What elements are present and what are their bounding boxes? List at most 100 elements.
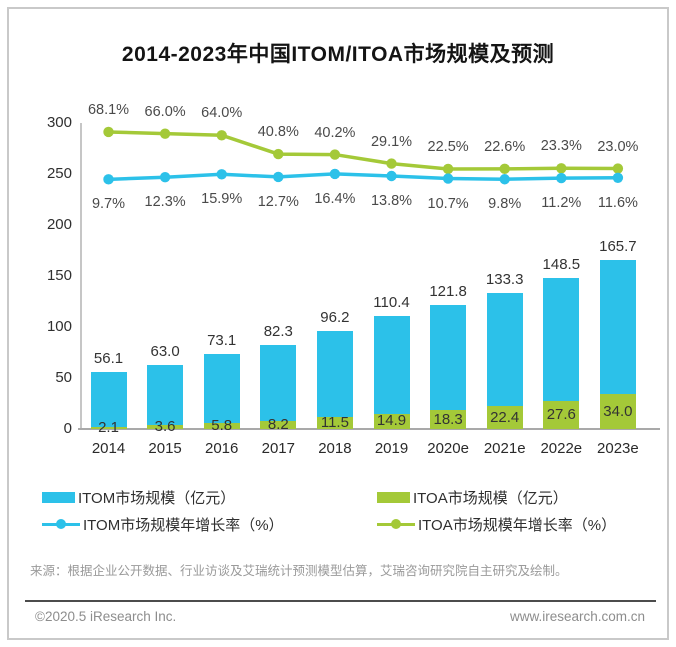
legend-item-itom-line: ITOM市场规模年增长率（%）	[42, 514, 284, 534]
bar-itoa-2017	[260, 420, 297, 429]
x-axis-label-2018: 2018	[318, 440, 352, 457]
x-axis-label-2021e: 2021e	[483, 440, 526, 457]
line-value-itom: 12.3%	[144, 194, 186, 211]
bar-itom-2017	[260, 345, 297, 429]
line-point	[442, 173, 454, 184]
line-value-itoa: 22.5%	[427, 138, 469, 155]
line-value-itom: 15.9%	[201, 191, 243, 208]
y-axis-tick: 200	[46, 216, 72, 233]
x-axis-label-2015: 2015	[148, 440, 182, 457]
bar-value-itoa: 34.0	[603, 402, 633, 420]
copyright-text: ©2020.5 iResearch Inc.	[35, 609, 177, 624]
y-axis-line	[80, 123, 82, 429]
line-point	[273, 148, 284, 160]
line-point	[499, 174, 510, 185]
legend-label: ITOM市场规模（亿元）	[78, 489, 236, 507]
bar-value-itom: 121.8	[429, 282, 467, 300]
bar-value-itom: 133.3	[485, 271, 524, 289]
line-point	[612, 163, 624, 174]
bar-value-itoa: 27.6	[546, 405, 576, 423]
line-value-itoa: 64.0%	[201, 105, 243, 122]
bar-value-itom: 73.1	[207, 332, 237, 350]
line-value-itoa: 66.0%	[144, 103, 186, 120]
legend-item-itoa-line: ITOA市场规模年增长率（%）	[377, 514, 616, 534]
bar-itom-2015	[147, 364, 184, 429]
line-point	[556, 163, 567, 174]
legend-label: ITOA市场规模（亿元）	[413, 489, 568, 507]
bar-itoa-2016	[203, 423, 240, 429]
line-point	[103, 174, 114, 185]
line-point	[216, 169, 227, 180]
x-axis-label-2020e: 2020e	[427, 440, 469, 457]
line-point	[159, 172, 171, 183]
bar-itom-2018	[316, 330, 353, 429]
y-axis-tick: 100	[46, 318, 72, 335]
legend-item-itom-bar: ITOM市场规模（亿元）	[42, 487, 235, 507]
footer-divider	[25, 600, 656, 602]
x-axis-label-2017: 2017	[261, 440, 295, 457]
line-point	[159, 128, 171, 139]
bar-value-itom: 82.3	[263, 323, 293, 341]
line-point	[103, 126, 114, 138]
bar-itoa-2019	[373, 413, 410, 429]
line-value-itoa: 23.0%	[597, 138, 639, 155]
bar-value-itoa: 5.8	[211, 417, 233, 435]
bar-itoa-2022e	[543, 400, 580, 429]
line-value-itoa: 40.2%	[314, 124, 356, 141]
line-value-itom: 12.7%	[257, 193, 299, 210]
line-point	[499, 163, 510, 175]
bar-value-itoa: 18.3	[433, 410, 463, 428]
chart-area: 0 50 100 150 200 250 300 56.1 2.1 2014 68.1% 9.7% 63…	[46, 101, 660, 457]
y-axis-tick: 250	[46, 165, 72, 182]
line-point	[612, 172, 624, 183]
x-axis-label-2022e: 2022e	[540, 440, 583, 457]
bar-value-itom: 96.2	[320, 308, 350, 326]
itom-line-swatch	[42, 518, 80, 530]
line-value-itom: 11.6%	[597, 194, 638, 211]
legend-item-itoa-bar: ITOA市场规模（亿元）	[377, 487, 568, 507]
bar-itoa-2020e	[430, 410, 467, 429]
y-axis-tick: 300	[46, 114, 72, 131]
bar-itoa-2018	[316, 417, 353, 429]
line-point	[329, 168, 341, 180]
legend-label: ITOM市场规模年增长率（%）	[83, 516, 284, 534]
line-point	[556, 172, 567, 184]
website-link[interactable]: www.iresearch.com.cn	[509, 609, 645, 624]
line-value-itoa: 22.6%	[484, 138, 526, 155]
bar-itom-2019	[373, 316, 410, 429]
line-point	[216, 130, 227, 141]
bar-value-itoa: 2.1	[98, 418, 119, 436]
x-axis-line	[78, 428, 660, 430]
bar-value-itoa: 3.6	[154, 418, 176, 436]
bar-itom-2016	[203, 354, 240, 429]
bar-value-itoa: 14.9	[376, 412, 407, 430]
bar-itoa-2021e	[486, 406, 523, 429]
line-value-itom: 13.8%	[370, 193, 413, 209]
bar-value-itom: 165.7	[599, 237, 637, 255]
itoa-bar-swatch	[377, 491, 410, 503]
itoa-line-swatch	[377, 518, 415, 530]
bar-itoa-2015	[147, 425, 184, 429]
itom-growth-line	[108, 172, 618, 182]
bar-value-itoa: 8.2	[267, 415, 289, 433]
bar-value-itoa: 22.4	[490, 408, 520, 426]
x-axis-label-2023e: 2023e	[597, 440, 639, 457]
itom-bar-swatch	[42, 491, 75, 503]
line-value-itoa: 68.1%	[87, 101, 130, 118]
bar-value-itom: 110.4	[373, 294, 410, 312]
bar-value-itom: 63.0	[150, 342, 180, 360]
legend-label: ITOA市场规模年增长率（%）	[418, 516, 617, 534]
bar-value-itom: 56.1	[93, 349, 124, 367]
line-point	[386, 170, 397, 182]
bar-itom-2014	[90, 371, 127, 429]
bar-value-itoa: 11.5	[320, 414, 349, 432]
bar-itoa-2014	[90, 426, 127, 429]
x-axis-label-2016: 2016	[205, 440, 239, 457]
line-value-itom: 11.2%	[541, 195, 582, 212]
y-axis-tick: 0	[63, 420, 72, 437]
line-value-itom: 10.7%	[427, 195, 469, 212]
x-axis-label-2014: 2014	[91, 440, 126, 457]
line-value-itom: 16.4%	[314, 190, 356, 207]
line-value-itom: 9.7%	[91, 196, 126, 213]
